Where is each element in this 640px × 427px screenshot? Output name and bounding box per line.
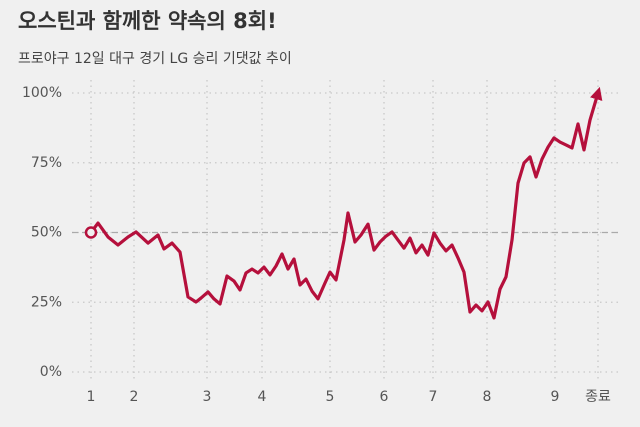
y-tick-label: 75% — [31, 155, 62, 171]
y-tick-label: 0% — [40, 364, 62, 380]
y-tick-label: 25% — [31, 294, 62, 310]
x-tick-label: 7 — [429, 389, 438, 405]
x-tick-label: 종료 — [585, 389, 611, 405]
chart-title: 오스틴과 함께한 약속의 8회! — [18, 9, 277, 33]
line — [89, 86, 603, 320]
x-tick-label: 2 — [130, 389, 139, 405]
x-tick-label: 6 — [380, 389, 389, 405]
x-tick-label: 5 — [326, 389, 335, 405]
x-tick-label: 1 — [87, 389, 96, 405]
x-tick-label: 8 — [483, 389, 492, 405]
x-tick-label: 9 — [551, 389, 560, 405]
y-tick-label: 50% — [31, 225, 62, 241]
y-tick-label: 100% — [22, 85, 62, 101]
x-tick-label: 4 — [258, 389, 267, 405]
x-tick-label: 3 — [203, 389, 212, 405]
chart-subtitle: 프로야구 12일 대구 경기 LG 승리 기댓값 추이 — [18, 51, 292, 67]
start-marker — [84, 226, 98, 239]
